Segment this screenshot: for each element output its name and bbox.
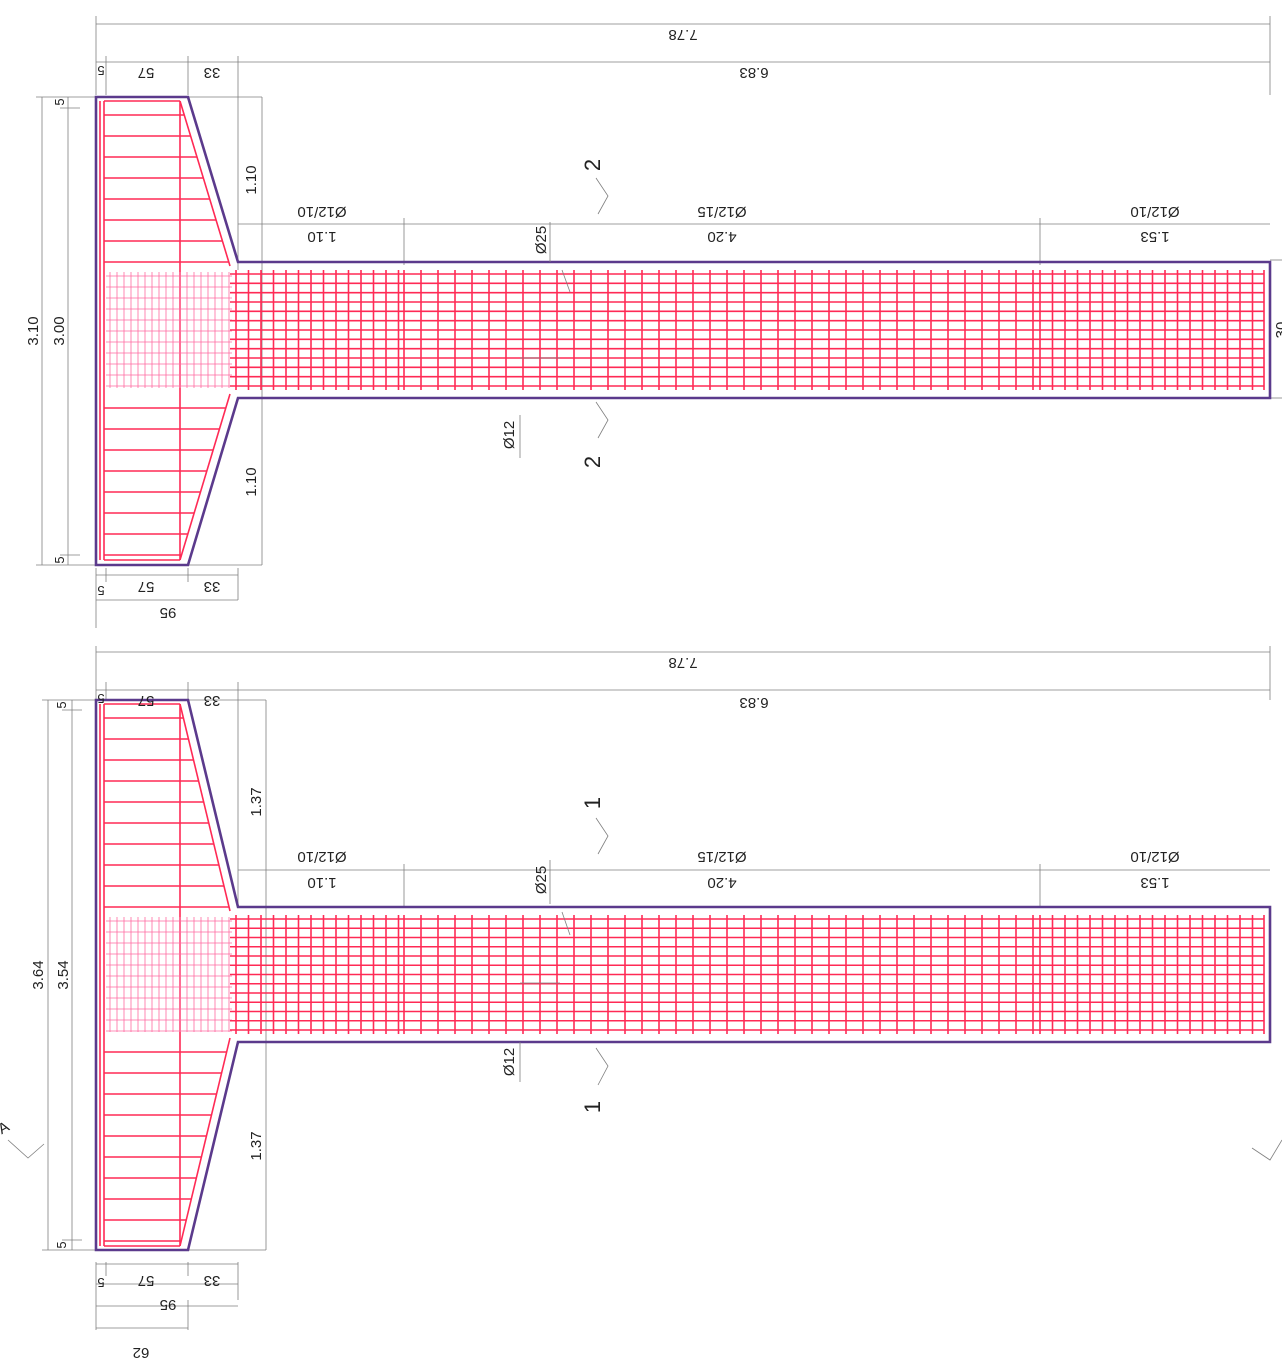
- lower-bottom-cover: 5: [97, 1275, 104, 1290]
- lower-zone-3-bars: Ø12/10: [1130, 848, 1179, 865]
- upper-height-total: 3.10: [25, 316, 42, 345]
- upper-distribution-bar-label: Ø12: [501, 421, 518, 449]
- lower-main-bar-label: Ø25: [533, 866, 550, 894]
- lower-main-bar-leader: [561, 911, 571, 936]
- upper-top-cover: 5: [97, 63, 104, 78]
- upper-zone-1-length: 1.10: [307, 228, 336, 245]
- lower-top-57: 57: [138, 692, 155, 709]
- lower-distribution-bar-label: Ø12: [501, 1048, 518, 1076]
- lower-zone-1-bars: Ø12/10: [297, 848, 346, 865]
- upper-edge-label: 30: [1273, 322, 1282, 339]
- upper-bottom-33: 33: [204, 578, 221, 595]
- upper-main-bar-leader: [561, 269, 571, 293]
- upper-dimension-lines: [36, 16, 1282, 628]
- upper-stem-length: 6.83: [739, 64, 768, 81]
- haunch-bar: [179, 1037, 231, 1247]
- lower-height-inner: 3.54: [55, 960, 72, 989]
- upper-total-length: 7.78: [668, 26, 697, 43]
- lower-side-mark: A: [0, 1118, 12, 1138]
- lower-top-cover: 5: [97, 691, 104, 706]
- upper-zone-3-length: 1.53: [1140, 228, 1169, 245]
- upper-bottom-cover: 5: [97, 583, 104, 598]
- lower-zone-2-bars: Ø12/15: [697, 848, 746, 865]
- upper-haunch-top: 1.10: [243, 165, 260, 194]
- upper-zone-1-bars: Ø12/10: [297, 203, 346, 220]
- lower-section-arrow-bottom: [595, 1047, 609, 1086]
- upper-section-arrow-bottom: [595, 401, 609, 439]
- lower-haunch-top: 1.37: [248, 787, 265, 816]
- lower-total-length: 7.78: [668, 654, 697, 671]
- lower-footing-inner: 62: [133, 1344, 150, 1361]
- lower-cover-top: 5: [54, 701, 69, 708]
- upper-cover-top: 5: [52, 98, 67, 105]
- upper-section-mark-top: 2: [580, 159, 605, 171]
- upper-section: 7.78 6.83 5 57 33 5 57 33 95 3.10 3.00 5…: [25, 16, 1282, 628]
- lower-top-33: 33: [204, 692, 221, 709]
- lower-section-mark-top: 1: [580, 797, 605, 809]
- lower-section-arrow-top: [595, 817, 609, 855]
- haunch-bar: [179, 393, 231, 561]
- lower-bottom-57: 57: [138, 1272, 155, 1289]
- lower-side-arrow-left: [7, 1139, 45, 1159]
- upper-zone-2-length: 4.20: [707, 228, 736, 245]
- upper-cover-bottom: 5: [52, 556, 67, 563]
- upper-zone-2-bars: Ø12/15: [697, 203, 746, 220]
- lower-bottom-33: 33: [204, 1272, 221, 1289]
- upper-section-mark-bottom: 2: [580, 456, 605, 468]
- haunch-bar: [179, 100, 231, 267]
- upper-top-57: 57: [138, 64, 155, 81]
- upper-rebar-cage: [99, 100, 1265, 561]
- lower-haunch-bottom: 1.37: [248, 1131, 265, 1160]
- lower-zone-1-length: 1.10: [307, 874, 336, 891]
- upper-bottom-57: 57: [138, 578, 155, 595]
- upper-section-outline: [94, 95, 1272, 567]
- lower-zone-3-length: 1.53: [1140, 874, 1169, 891]
- upper-section-arrow-top: [595, 177, 609, 215]
- upper-haunch-bottom: 1.10: [243, 467, 260, 496]
- lower-height-total: 3.64: [30, 960, 47, 989]
- lower-dimension-lines: [42, 646, 1271, 1330]
- upper-height-inner: 3.00: [51, 316, 68, 345]
- upper-footing-width: 95: [160, 604, 177, 621]
- lower-cover-bottom: 5: [54, 1241, 69, 1248]
- lower-section-outline: [94, 698, 1272, 1252]
- lower-section-mark-bottom: 1: [580, 1101, 605, 1113]
- lower-footing-width: 95: [160, 1296, 177, 1313]
- upper-main-bar-label: Ø25: [533, 226, 550, 254]
- lower-zone-2-length: 4.20: [707, 874, 736, 891]
- upper-top-33: 33: [204, 64, 221, 81]
- lower-side-arrow-right: [1251, 1139, 1282, 1161]
- lower-stem-length: 6.83: [739, 694, 768, 711]
- haunch-bar: [179, 703, 231, 912]
- lower-rebar-cage: [99, 703, 1265, 1247]
- upper-zone-3-bars: Ø12/10: [1130, 203, 1179, 220]
- lower-section: 7.78 6.83 5 57 33 5 57 33 95 62 3.64 3.5…: [0, 646, 1282, 1361]
